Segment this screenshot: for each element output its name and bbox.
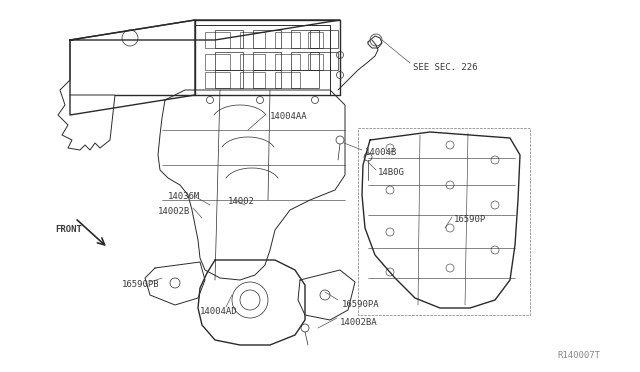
Bar bbox=[308, 32, 323, 48]
Bar bbox=[205, 54, 230, 70]
Text: 14004AA: 14004AA bbox=[270, 112, 308, 121]
Bar bbox=[240, 54, 265, 70]
Bar bbox=[253, 52, 281, 70]
Text: 16590PA: 16590PA bbox=[342, 300, 380, 309]
Bar bbox=[215, 70, 243, 88]
Text: 16590PB: 16590PB bbox=[122, 280, 159, 289]
Bar bbox=[215, 30, 243, 48]
Bar bbox=[310, 52, 338, 70]
Bar bbox=[253, 70, 281, 88]
Text: 14004B: 14004B bbox=[365, 148, 397, 157]
Text: R140007T: R140007T bbox=[557, 351, 600, 360]
Bar bbox=[240, 72, 265, 88]
Text: 14002BA: 14002BA bbox=[340, 318, 378, 327]
Bar bbox=[291, 70, 319, 88]
Bar bbox=[275, 32, 300, 48]
Bar bbox=[291, 52, 319, 70]
Text: 14036M: 14036M bbox=[168, 192, 200, 201]
Text: FRONT: FRONT bbox=[55, 225, 82, 234]
Text: 14002: 14002 bbox=[228, 197, 255, 206]
Bar bbox=[308, 54, 323, 70]
Bar bbox=[310, 30, 338, 48]
Text: 14004AD: 14004AD bbox=[200, 307, 237, 316]
Bar bbox=[275, 54, 300, 70]
Bar bbox=[275, 72, 300, 88]
Bar bbox=[215, 52, 243, 70]
Text: SEE SEC. 226: SEE SEC. 226 bbox=[413, 63, 477, 72]
Text: 14002B: 14002B bbox=[158, 207, 190, 216]
Text: 14B0G: 14B0G bbox=[378, 168, 405, 177]
Bar bbox=[205, 32, 230, 48]
Bar bbox=[240, 32, 265, 48]
Bar bbox=[253, 30, 281, 48]
Bar bbox=[205, 72, 230, 88]
Bar bbox=[291, 30, 319, 48]
Text: 16590P: 16590P bbox=[454, 215, 486, 224]
